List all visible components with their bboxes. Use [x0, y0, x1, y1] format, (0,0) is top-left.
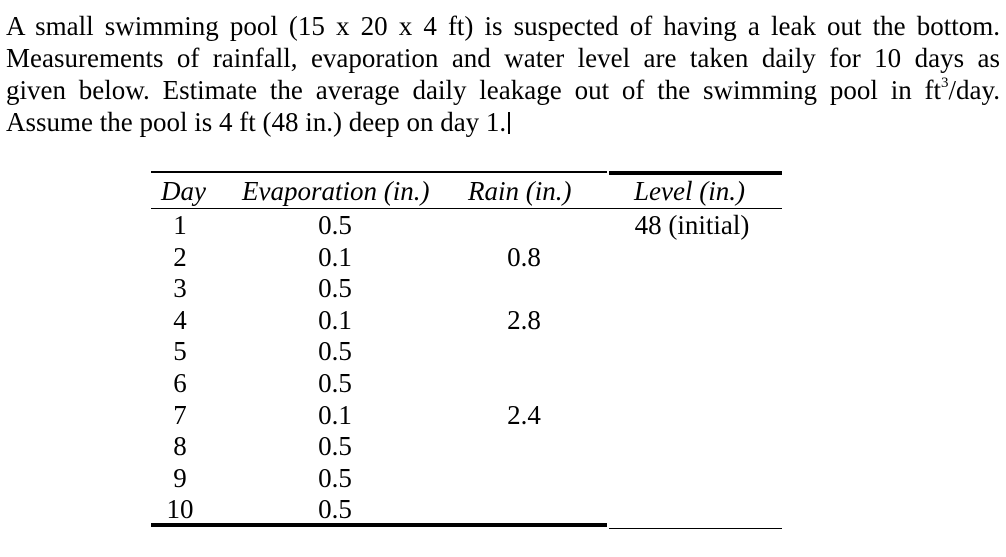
- problem-line-4-text: Assume the pool is 4 ft (48 in.) deep on…: [6, 107, 507, 137]
- table-bottom-rule-right: [609, 528, 782, 529]
- header-evaporation: Evaporation (in.): [242, 176, 430, 206]
- cell-day: 9: [173, 462, 187, 493]
- header-rain: Rain (in.): [468, 176, 572, 206]
- cell-evaporation: 0.1: [318, 399, 352, 430]
- header-day: Day: [161, 176, 206, 206]
- table-top-rule-right: [609, 171, 782, 175]
- table-top-rule: [151, 171, 607, 173]
- header-level: Level (in.): [634, 176, 745, 206]
- cell-evaporation: 0.1: [318, 241, 352, 272]
- table-header-rule: [151, 208, 782, 209]
- cell-day: 10: [166, 494, 194, 525]
- cell-day: 5: [173, 336, 187, 367]
- cell-day: 3: [173, 273, 187, 304]
- cell-evaporation: 0.5: [318, 462, 352, 493]
- problem-line-2: Measurements of rainfall, evaporation an…: [6, 43, 1000, 73]
- table-bottom-rule: [151, 523, 607, 527]
- text-cursor: [508, 112, 510, 134]
- problem-line-1: A small swimming pool (15 x 20 x 4 ft) i…: [6, 11, 1000, 41]
- cubic-exponent: 3: [941, 75, 949, 91]
- cell-evaporation: 0.5: [318, 273, 352, 304]
- cell-day: 8: [173, 431, 187, 462]
- cell-evaporation: 0.5: [318, 431, 352, 462]
- cell-level: 48 (initial): [634, 210, 750, 240]
- problem-line-3-text: given below. Estimate the average daily …: [6, 75, 942, 105]
- cell-evaporation: 0.5: [318, 494, 352, 525]
- cell-rain: 0.8: [507, 241, 541, 272]
- problem-line-3-unit: /day.: [948, 75, 1000, 105]
- cell-day: 4: [173, 304, 187, 335]
- problem-line-4: Assume the pool is 4 ft (48 in.) deep on…: [6, 106, 1000, 138]
- cell-evaporation: 0.5: [318, 336, 352, 367]
- cell-day: 2: [173, 241, 187, 272]
- problem-statement: A small swimming pool (15 x 20 x 4 ft) i…: [6, 10, 1000, 138]
- cell-day: 6: [173, 368, 187, 398]
- problem-line-3: given below. Estimate the average daily …: [6, 74, 1000, 106]
- cell-day: 1: [173, 210, 187, 240]
- cell-evaporation: 0.5: [318, 210, 352, 240]
- cell-rain: 2.8: [507, 304, 541, 335]
- cell-day: 7: [173, 399, 187, 430]
- cell-rain: 2.4: [507, 399, 541, 430]
- cell-evaporation: 0.1: [318, 304, 352, 335]
- cell-evaporation: 0.5: [318, 368, 352, 398]
